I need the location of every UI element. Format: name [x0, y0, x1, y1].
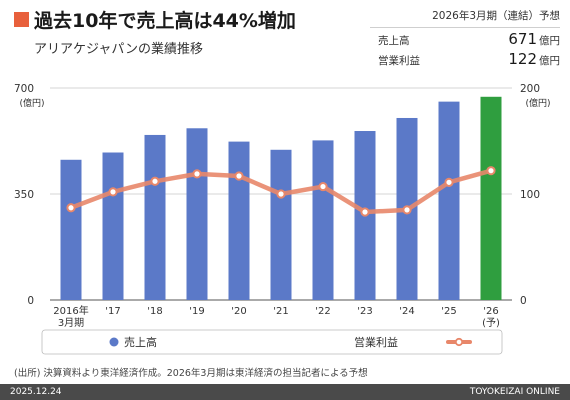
y-left-unit-label: (億円) — [19, 97, 44, 109]
point-operating-profit — [402, 205, 412, 215]
x-tick-label: '17 — [105, 306, 120, 317]
point-operating-profit — [192, 169, 202, 179]
forecast-value: 122 — [508, 50, 537, 68]
forecast-heading: 2026年3月期（連結）予想 — [370, 8, 560, 28]
x-tick-label: '23 — [357, 306, 372, 317]
x-tick-label: '20 — [231, 306, 246, 317]
forecast-row-profit: 営業利益 122 億円 — [370, 48, 560, 68]
y-left-tick-label: 0 — [27, 295, 34, 307]
point-operating-profit — [66, 203, 76, 213]
point-operating-profit — [234, 171, 244, 181]
bar-sales — [438, 101, 460, 300]
forecast-unit: 億円 — [539, 55, 560, 67]
point-operating-profit — [486, 166, 496, 176]
point-operating-profit — [276, 189, 286, 199]
y-left-tick-label: 700 — [14, 83, 34, 95]
x-tick-label: '25 — [441, 306, 456, 317]
x-tick-label: 2016年 3月期 — [53, 304, 88, 329]
point-operating-profit — [318, 181, 328, 192]
x-tick-label: '21 — [273, 306, 288, 317]
y-right-unit-label: (億円) — [525, 97, 550, 109]
bar-sales — [228, 141, 250, 300]
forecast-box: 2026年3月期（連結）予想 売上高 671 億円 営業利益 122 億円 — [370, 8, 560, 68]
forecast-unit: 億円 — [539, 35, 560, 47]
y-right-tick-label: 200 — [520, 83, 540, 95]
title-marker — [14, 12, 29, 27]
bar-sales — [312, 140, 334, 300]
legend-box — [41, 329, 503, 355]
legend-label-sales: 売上高 — [124, 335, 157, 349]
y-right-tick-label: 100 — [520, 189, 540, 201]
legend-label-profit: 営業利益 — [354, 335, 398, 349]
bar-sales — [102, 152, 124, 300]
publish-date: 2025.12.24 — [10, 387, 62, 397]
bar-sales — [186, 128, 208, 300]
chart-subtitle: アリアケジャパンの業績推移 — [34, 42, 204, 57]
point-operating-profit — [444, 177, 454, 187]
point-operating-profit — [108, 187, 118, 197]
point-operating-profit — [360, 207, 370, 217]
brand-name: TOYOKEIZAI ONLINE — [469, 387, 560, 397]
x-tick-label: '24 — [399, 306, 414, 317]
forecast-value: 671 — [508, 30, 537, 48]
bar-sales — [144, 134, 166, 300]
bar-sales — [60, 159, 82, 300]
x-tick-label: '26 (予) — [482, 306, 500, 329]
x-tick-label: '22 — [315, 306, 330, 317]
x-tick-label: '18 — [147, 306, 162, 317]
page-title: 過去10年で売上高は44%増加 — [34, 10, 296, 32]
bar-sales — [480, 96, 502, 300]
legend-swatch-sales — [109, 337, 119, 347]
x-tick-label: '19 — [189, 306, 204, 317]
y-left-tick-label: 350 — [14, 189, 34, 201]
footer-bar: 2025.12.24 TOYOKEIZAI ONLINE — [0, 384, 570, 400]
forecast-label: 営業利益 — [378, 55, 420, 67]
legend-swatch-profit-marker — [454, 337, 464, 347]
source-note: (出所) 決算資料より東洋経済作成。2026年3月期は東洋経済の担当記者による予… — [14, 368, 368, 379]
forecast-label: 売上高 — [378, 35, 410, 47]
y-right-tick-label: 0 — [520, 295, 527, 307]
bar-sales — [270, 149, 292, 300]
point-operating-profit — [150, 176, 160, 186]
forecast-row-sales: 売上高 671 億円 — [370, 28, 560, 48]
